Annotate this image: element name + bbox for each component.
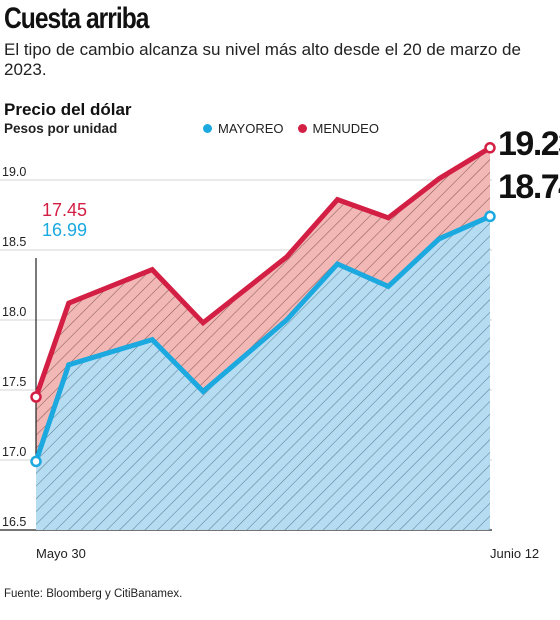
y-tick-label: 17.5 [2,375,26,389]
page-subtitle: El tipo de cambio alcanza su nivel más a… [4,40,521,79]
mayoreo-start-point [30,455,42,468]
mayoreo-start-value: 16.99 [42,220,87,240]
mayoreo-area [36,216,490,530]
menudeo-start-point [30,391,42,403]
y-tick-label: 18.5 [2,235,26,249]
mayoreo-end-value: 18.74 [498,168,560,206]
y-tick-label: 19.0 [2,165,26,179]
x-tick-label-start: Mayo 30 [36,546,86,561]
source-note: Fuente: Bloomberg y CitiBanamex. [4,588,183,600]
menudeo-start-value: 17.45 [42,200,87,220]
legend-item-menudeo: MENUDEO [297,121,379,136]
mayoreo-end-point [484,210,496,223]
legend-swatch-mayoreo [203,124,212,133]
y-tick-label: 17.0 [2,445,26,459]
legend-swatch-menudeo [297,124,307,133]
chart-legend: MAYOREO MENUDEO [203,121,379,136]
x-tick-label-end: Junio 12 [490,546,539,561]
menudeo-end-value: 19.23 [498,125,560,163]
y-axis-unit-label: Pesos por unidad [4,121,118,136]
y-tick-label: 16.5 [2,515,26,529]
legend-item-mayoreo: MAYOREO [203,121,284,136]
page-title: Cuesta arriba [4,2,149,35]
menudeo-area [36,147,490,462]
menudeo-end-point [484,142,496,154]
y-tick-label: 18.0 [2,305,26,319]
mayoreo-line [33,214,492,463]
menudeo-line [33,145,492,398]
legend-label-mayoreo: MAYOREO [218,121,284,136]
legend-label-menudeo: MENUDEO [312,121,379,136]
chart-title: Precio del dólar [4,100,132,119]
